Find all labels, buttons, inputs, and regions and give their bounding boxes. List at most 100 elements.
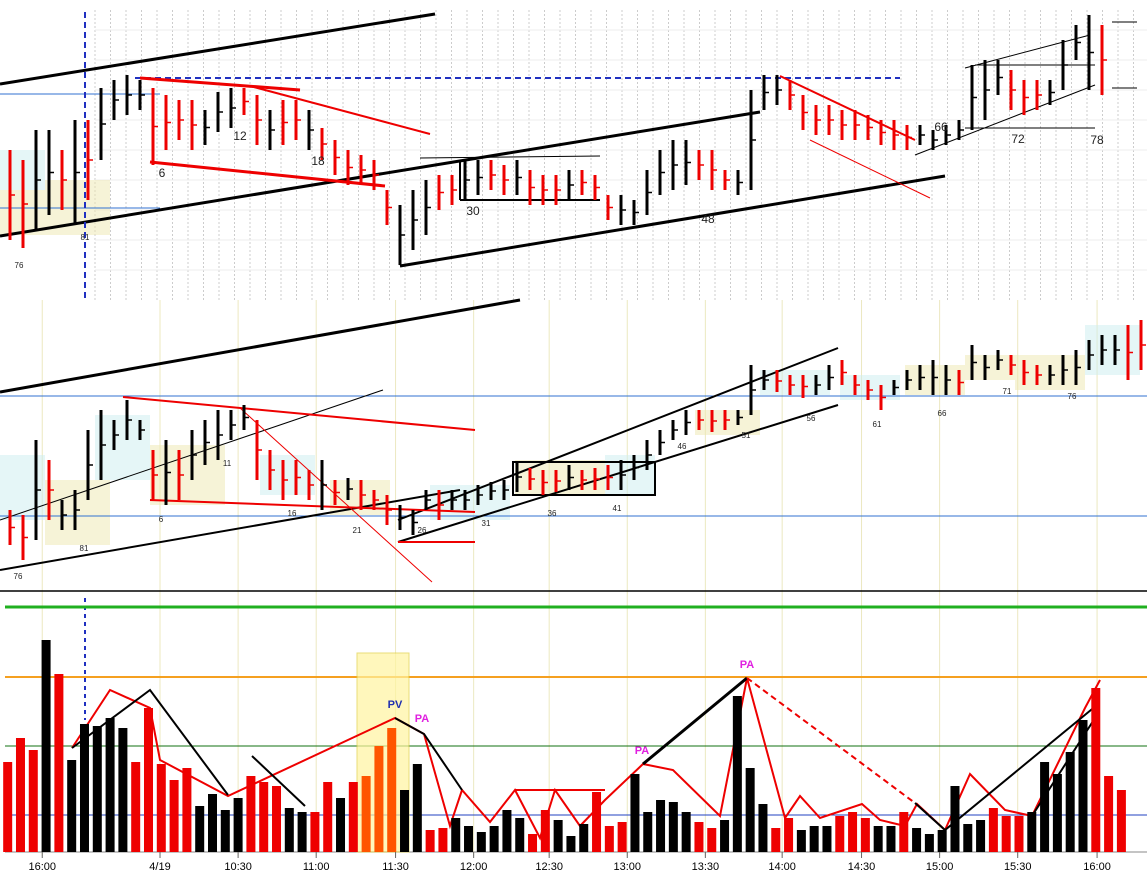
volume-bar: [169, 780, 179, 852]
volume-bar: [118, 728, 128, 852]
volume-bar: [515, 818, 525, 852]
volume-bar: [310, 812, 320, 852]
volume-bar: [681, 812, 691, 852]
volume-bar: [1078, 720, 1088, 852]
annotation: 71: [1003, 387, 1012, 396]
volume-bar: [758, 804, 768, 852]
volume-bar: [617, 822, 627, 852]
volume-bar: [41, 640, 51, 852]
volume-bar: [220, 810, 230, 852]
annotation: 61: [873, 420, 882, 429]
volume-bar: [1104, 776, 1114, 852]
volume-bar: [924, 834, 934, 852]
volume-bar: [630, 774, 640, 852]
annotation: PA: [740, 659, 755, 671]
volume-bar: [528, 834, 538, 852]
volume-bar: [937, 830, 947, 852]
volume-bar: [92, 726, 102, 852]
volume-bar: [272, 786, 282, 852]
x-tick-label: 12:30: [535, 861, 563, 873]
volume-bar: [182, 768, 192, 852]
volume-bar: [771, 828, 781, 852]
x-tick-label: 13:00: [614, 861, 642, 873]
volume-bar: [1091, 688, 1101, 852]
annotation: 48: [701, 212, 715, 226]
annotation: 66: [938, 409, 947, 418]
volume-bar: [15, 738, 25, 852]
annotation: 78: [1090, 133, 1104, 147]
volume-bar: [297, 812, 307, 852]
x-tick-label: 14:30: [848, 861, 876, 873]
annotation: 6: [159, 515, 164, 524]
volume-bar: [67, 760, 77, 852]
volume-bar: [284, 808, 294, 852]
volume-bar: [476, 832, 486, 852]
annotation: 72: [1011, 132, 1025, 146]
x-tick-label: 12:00: [460, 861, 488, 873]
annotation: 81: [80, 544, 89, 553]
volume-bar: [540, 810, 550, 852]
annotation: 30: [466, 204, 480, 218]
volume-bar: [592, 792, 602, 852]
volume-bar: [707, 828, 717, 852]
volume-bar: [374, 746, 384, 852]
volume-bar: [259, 782, 269, 852]
annotation: 12: [233, 129, 247, 143]
volume-bar: [1052, 774, 1062, 852]
volume-bar: [899, 812, 909, 852]
annotation: PV: [388, 699, 403, 711]
volume-bar: [1116, 790, 1126, 852]
volume-bar: [348, 782, 358, 852]
volume-bar: [848, 812, 858, 852]
annotation: 6: [159, 166, 166, 180]
volume-bar: [835, 816, 845, 852]
annotation: 76: [1068, 392, 1077, 401]
volume-bar: [873, 826, 883, 852]
annotation: 26: [418, 526, 427, 535]
volume-bar: [668, 802, 678, 852]
volume-bar: [860, 818, 870, 852]
volume-bar: [886, 826, 896, 852]
x-tick-label: 11:00: [303, 861, 330, 873]
annotation: 11: [223, 459, 232, 468]
volume-bar: [156, 764, 166, 852]
volume-bar: [950, 786, 960, 852]
volume-bar: [694, 822, 704, 852]
x-tick-label: 10:30: [224, 861, 252, 873]
annotation: 51: [742, 431, 751, 440]
annotation: 81: [81, 233, 90, 242]
volume-bar: [489, 826, 499, 852]
volume-bar: [1027, 812, 1037, 852]
annotation: 66: [934, 120, 948, 134]
volume-bar: [131, 762, 141, 852]
volume-bar: [105, 718, 115, 852]
x-tick-label: 15:00: [926, 861, 954, 873]
volume-bar: [732, 696, 742, 852]
x-tick-label: 16:00: [28, 861, 56, 873]
volume-bar: [566, 836, 576, 852]
x-tick-label: 13:30: [692, 861, 720, 873]
volume-bar: [656, 800, 666, 852]
volume-bar: [28, 750, 38, 852]
volume-bar: [451, 818, 461, 852]
volume-bar: [963, 824, 973, 852]
x-tick-label: 16:00: [1083, 861, 1111, 873]
annotation: 76: [15, 261, 24, 270]
volume-bar: [143, 708, 153, 852]
annotation: 56: [807, 414, 816, 423]
volume-bar: [464, 826, 474, 852]
volume-bar: [1040, 762, 1050, 852]
annotation: 76: [14, 572, 23, 581]
x-tick-label: 4/19: [149, 861, 170, 873]
volume-bar: [1014, 816, 1024, 852]
volume-bar: [208, 794, 218, 852]
volume-bar: [809, 826, 819, 852]
volume-bar: [976, 820, 986, 852]
volume-bar: [912, 828, 922, 852]
x-tick-label: 11:30: [382, 861, 409, 873]
volume-bar: [361, 776, 371, 852]
annotation: 41: [613, 504, 622, 513]
volume-bar: [643, 812, 653, 852]
